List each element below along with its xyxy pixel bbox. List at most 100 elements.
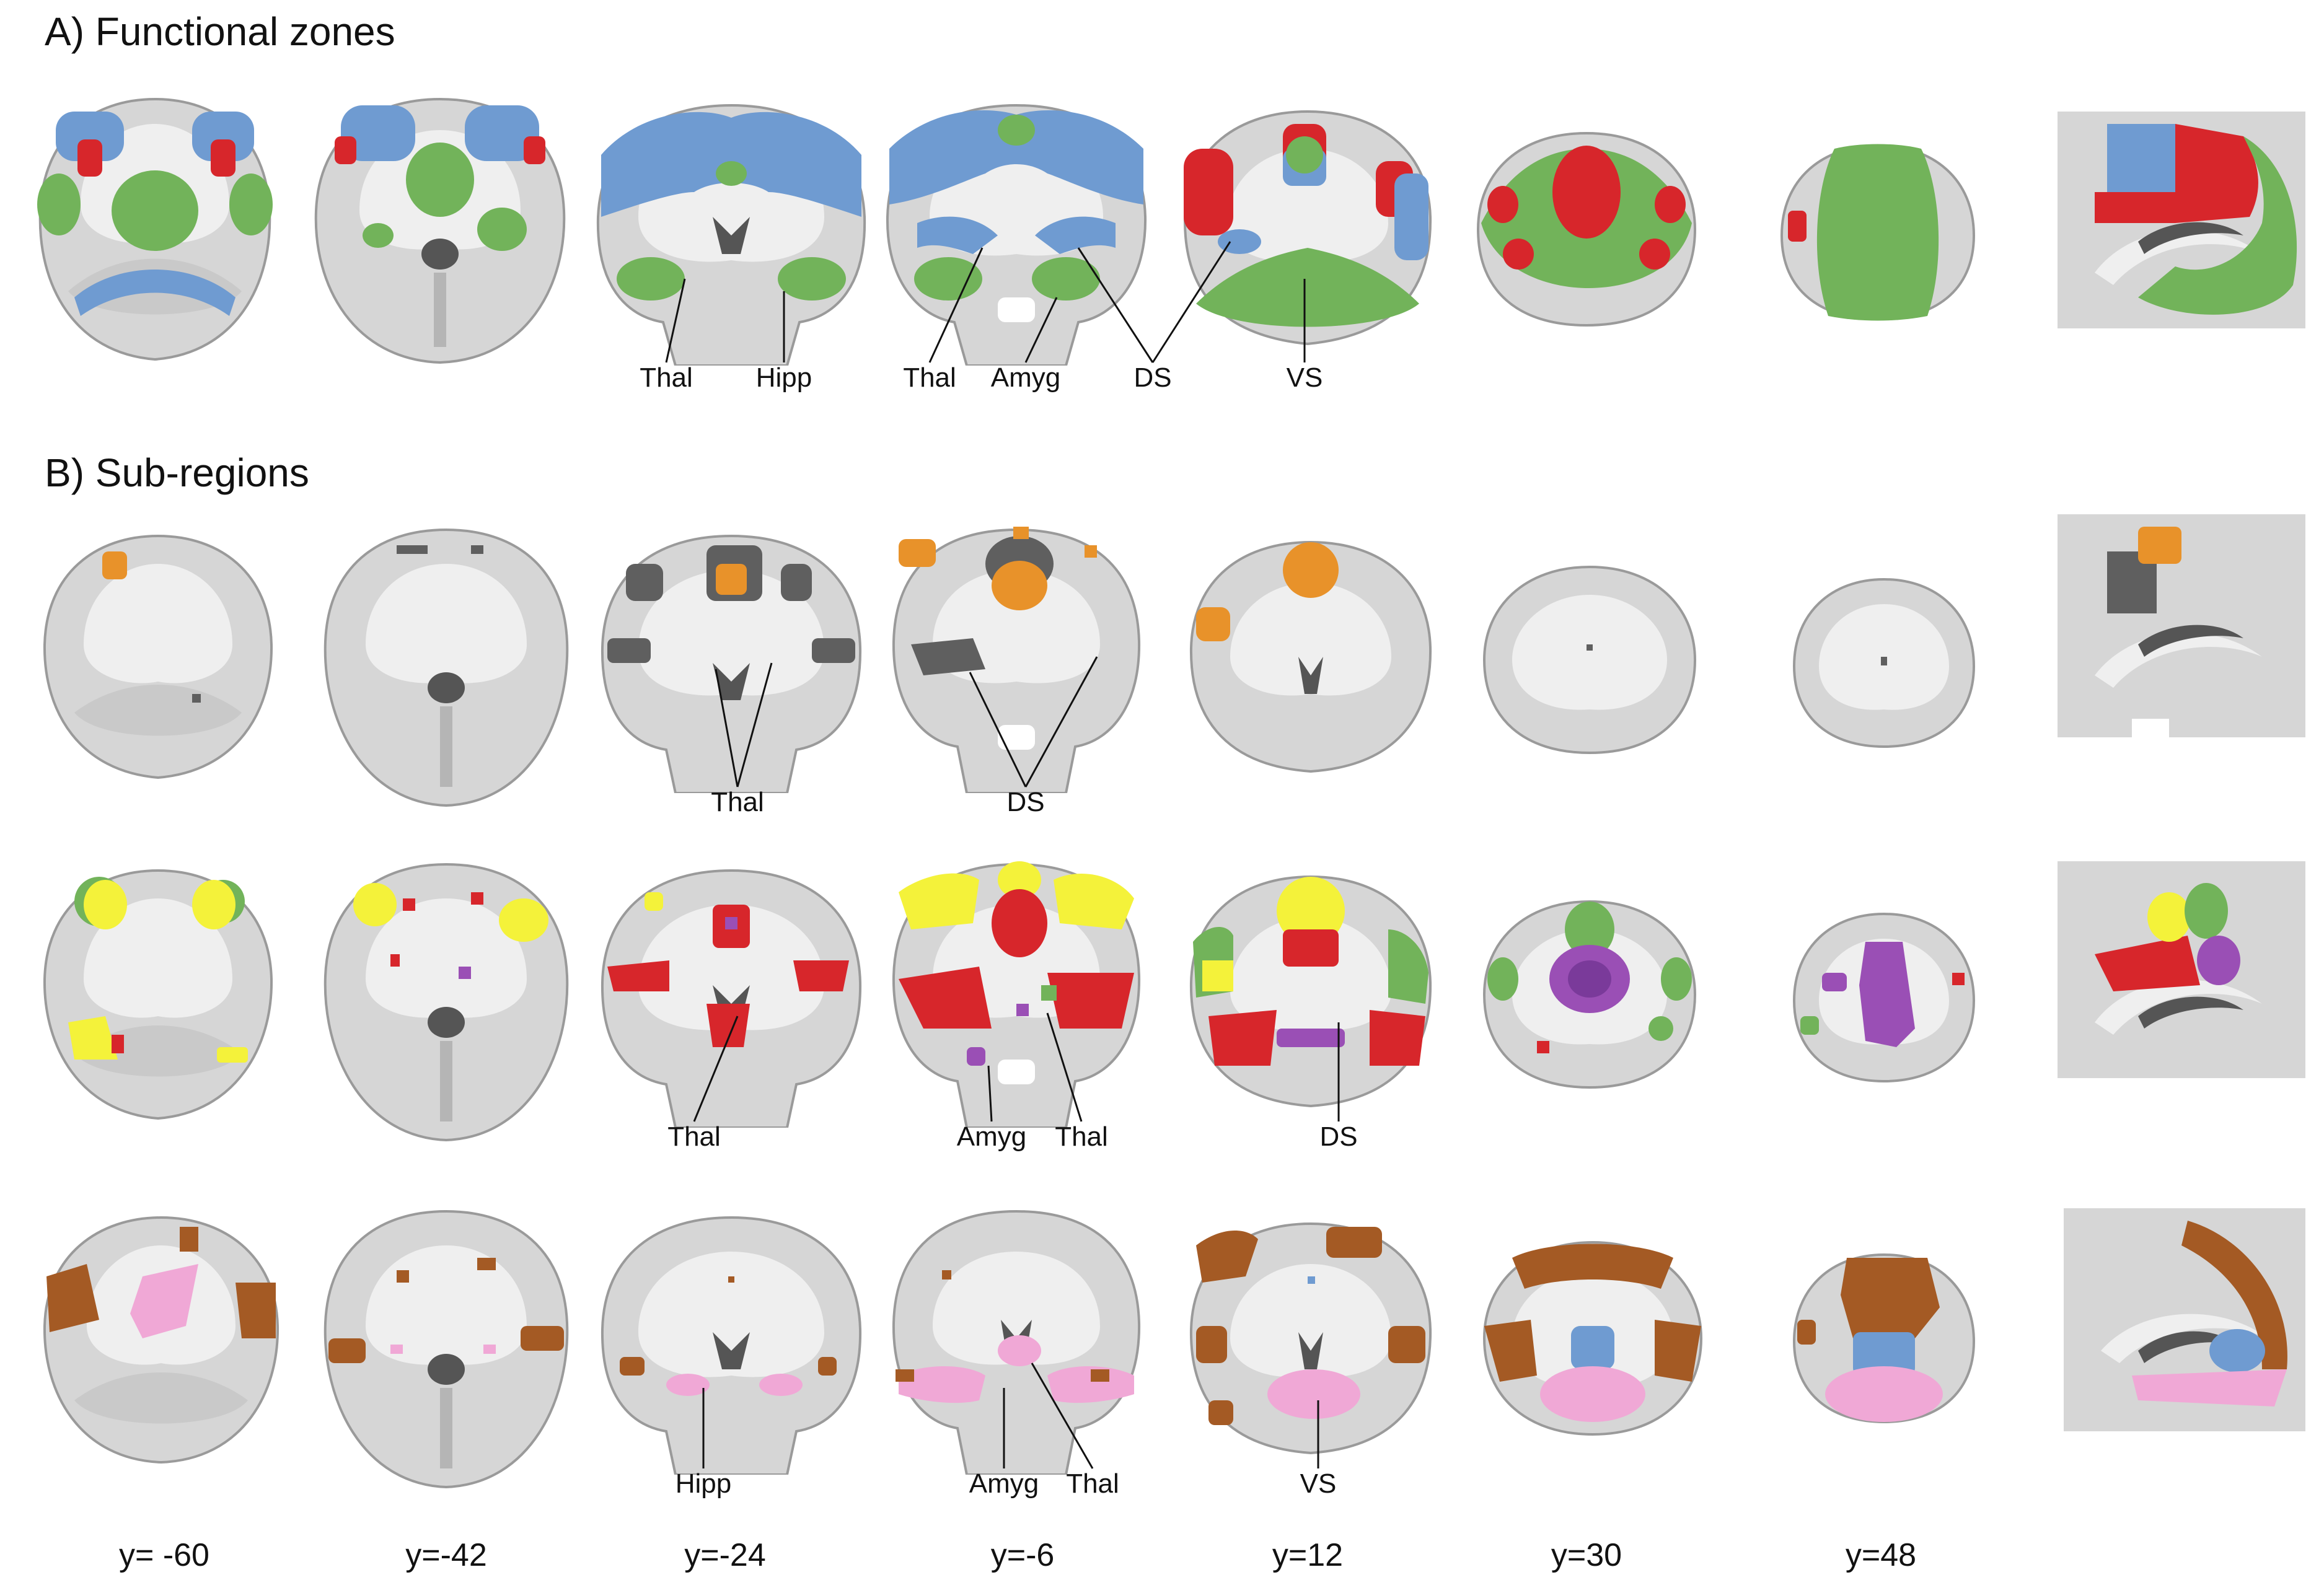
slice-a-y-60 [31,87,279,372]
region-purple [459,967,471,979]
region-pink [1047,1366,1134,1403]
slice-label-y-24: y=-24 [684,1537,766,1573]
zone-red [524,136,545,164]
zone-green [406,143,474,217]
annotation-amyg: Amyg [969,1468,1039,1499]
region-brown [1208,1400,1233,1425]
zone-green [1196,248,1419,327]
slice-b3-y30 [1475,1233,1710,1444]
region-orange [102,551,127,579]
region-gray [607,638,651,663]
region-pink [1267,1369,1360,1419]
region-blue [1853,1332,1915,1376]
region-purple [2197,936,2240,985]
panel-b-title: B) Sub-regions [45,450,309,495]
region-brown [728,1276,734,1283]
annotation-thal: Thal [640,362,693,393]
region-yellow [84,880,127,929]
slice-b3-sagittal [2064,1208,2305,1431]
zone-red [77,139,102,177]
slice-b3-y-24 [595,1208,868,1475]
region-pink [759,1374,803,1396]
annotation-hipp: Hipp [675,1468,732,1499]
zone-green [1816,144,1939,321]
region-purple [725,917,737,929]
region-brown [46,1264,99,1332]
region-gray [397,545,428,554]
annotation-vs: VS [1300,1468,1337,1499]
zone-green [37,173,81,235]
annotation-hipp: Hipp [755,362,812,393]
zone-blue [889,110,1143,204]
slice-b2-sagittal [2058,861,2305,1078]
region-gray [1881,657,1887,665]
slice-a-y30 [1469,124,1704,335]
region-brown [896,1369,914,1382]
region-brown [818,1357,837,1376]
slice-b3-y-60 [37,1208,285,1468]
annotation-amyg: Amyg [990,362,1061,393]
annotation-vs: VS [1286,362,1323,393]
region-blue [1571,1326,1614,1369]
region-pink [2132,1369,2287,1407]
slice-label-y-42: y=-42 [405,1537,487,1573]
slice-label-y-6: y=-6 [990,1537,1055,1573]
region-red [607,960,669,991]
region-orange [992,561,1047,610]
region-brown [1196,1326,1227,1363]
zone-green [2138,136,2297,315]
region-red [1370,1010,1425,1066]
region-red [403,898,415,911]
region-red [112,1035,124,1053]
region-red [1537,1041,1549,1053]
region-brown [942,1270,951,1279]
region-green [1041,985,1057,1001]
slice-a-y-24 [589,93,874,366]
region-green [2185,883,2228,939]
zone-red [1639,239,1670,270]
region-pink [130,1264,198,1338]
zone-blue [1394,173,1428,260]
zone-red [1184,149,1233,235]
region-red [390,954,400,967]
region-brown [328,1338,366,1363]
zone-green [1032,257,1100,301]
zone-blue [192,112,254,161]
slice-b1-y48 [1785,570,1983,756]
zone-red [1487,186,1518,223]
region-purple [1277,1029,1345,1047]
slice-b3-y-6 [886,1202,1147,1475]
zone-green [914,257,982,301]
region-purple [1822,973,1847,991]
zone-green [477,208,527,251]
region-pink [1825,1366,1943,1422]
region-red [2095,936,2200,991]
region-blue [2209,1329,2265,1372]
region-green [1388,929,1428,1004]
region-red [1208,1010,1277,1066]
slice-label-y-60: y= -60 [119,1537,209,1573]
slice-b2-y-24 [595,861,868,1128]
slice-b2-y-60 [37,861,279,1128]
region-orange [899,539,936,567]
region-gray [1587,644,1593,651]
region-orange [1085,545,1097,558]
slice-a-y-42 [304,87,576,372]
region-orange [716,564,747,595]
region-gray [812,638,855,663]
region-orange [2138,527,2181,564]
zone-red [2095,192,2175,223]
zone-blue [2107,124,2175,192]
zone-green [716,161,747,186]
slice-b1-y-6 [886,520,1147,793]
slice-a-y12 [1177,99,1438,359]
region-brown [1388,1326,1425,1363]
zone-green [229,173,273,235]
region-red [992,889,1047,957]
slice-b2-y-6 [886,855,1147,1128]
zone-blue [341,105,415,161]
region-brown [2181,1221,2287,1369]
region-orange [1196,607,1230,641]
slice-label-y12: y=12 [1272,1537,1344,1573]
region-yellow [217,1047,248,1063]
